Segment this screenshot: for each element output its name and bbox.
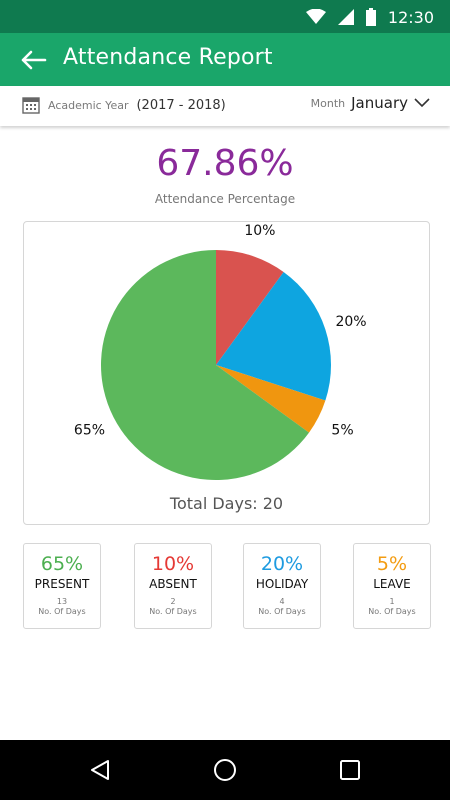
present-percent: 65% [40,553,84,575]
holiday-percent: 20% [260,553,304,575]
month-label: Month [310,96,346,110]
leave-days-count: 1 [389,597,395,606]
month-selector[interactable]: Month January [311,94,430,112]
app-bar: Attendance Report [0,33,450,86]
pie-label-leave: 5% [331,422,353,438]
leave-card[interactable]: 5% LEAVE 1 No. Of Days [353,543,431,629]
chart-card: 10% 20% 5% 65% Total Days: 20 [23,221,430,525]
month-value: January [351,94,408,112]
absent-label: ABSENT [149,577,197,591]
nav-recents-icon [340,760,360,780]
holiday-label: HOLIDAY [255,577,309,591]
battery-icon [365,8,376,26]
pie-slice-present [100,250,310,480]
pie-label-present: 65% [74,422,105,438]
absent-days-unit: No. Of Days [149,607,197,616]
attendance-percentage: 67.86% [156,143,294,184]
wifi-icon [305,9,326,24]
holiday-days-unit: No. Of Days [258,607,306,616]
pie-slice-absent [216,250,284,365]
absent-card[interactable]: 10% ABSENT 2 No. Of Days [134,543,212,629]
pie-label-absent: 10% [244,223,275,239]
nav-back-button[interactable] [80,752,120,788]
leave-label: LEAVE [373,577,411,591]
academic-year-value: (2017 - 2018) [136,97,226,113]
academic-year-label: Academic Year [48,98,129,112]
page-title: Attendance Report [63,45,273,70]
status-bar: 12:30 [0,0,450,33]
nav-home-button[interactable] [205,752,245,788]
holiday-card[interactable]: 20% HOLIDAY 4 No. Of Days [243,543,321,629]
holiday-days-count: 4 [279,597,285,606]
present-days-count: 13 [56,597,68,606]
nav-home-icon [214,759,236,781]
attendance-percentage-label: Attendance Percentage [154,192,296,206]
filter-bar: Academic Year (2017 - 2018) Month Januar… [0,86,450,126]
academic-year-selector[interactable]: Academic Year (2017 - 2018) [22,96,226,114]
back-button[interactable] [12,42,56,78]
status-icons: 12:30 [305,5,434,29]
pie-label-holiday: 20% [335,314,366,330]
signal-icon [337,9,354,25]
present-days-unit: No. Of Days [38,607,86,616]
status-time: 12:30 [387,7,434,27]
system-nav-bar [0,740,450,800]
chevron-down-icon [414,98,430,108]
total-days: Total Days: 20 [169,494,284,513]
present-card[interactable]: 65% PRESENT 13 No. Of Days [23,543,101,629]
present-label: PRESENT [34,577,90,591]
absent-days-count: 2 [170,597,176,606]
absent-percent: 10% [151,553,195,575]
back-arrow-icon [21,50,47,70]
calendar-icon [22,97,40,114]
nav-recents-button[interactable] [330,752,370,788]
leave-percent: 5% [376,553,408,575]
nav-back-icon [91,760,109,780]
pie-slice-leave [216,365,326,433]
leave-days-unit: No. Of Days [368,607,416,616]
pie-slice-holiday [216,271,331,401]
attendance-pie-chart: 10% 20% 5% 65% [74,223,367,480]
